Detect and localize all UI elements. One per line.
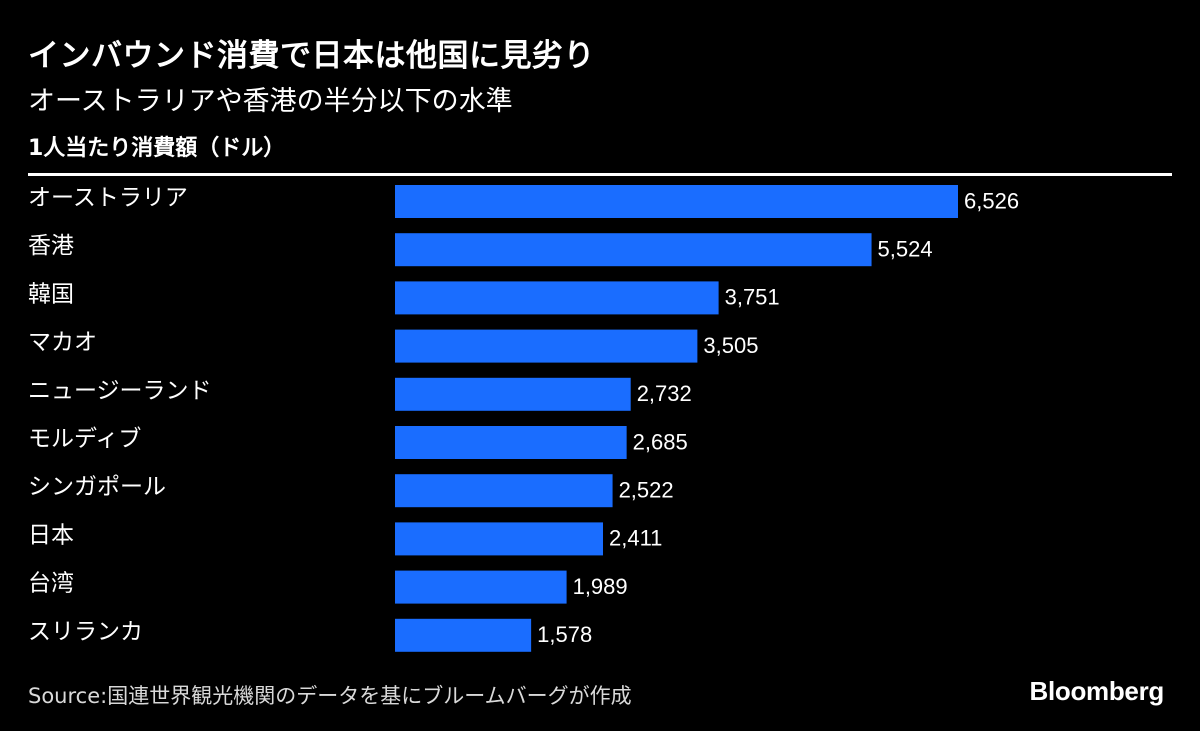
data-label: 2,411 <box>609 526 662 551</box>
data-label: 5,524 <box>878 237 933 262</box>
bar <box>395 570 567 604</box>
value-axis-label: 1人当たり消費額（ドル） <box>28 136 286 161</box>
data-label: 1,989 <box>573 574 628 599</box>
data-label: 2,732 <box>637 381 692 406</box>
category-label: モルディブ <box>28 426 141 452</box>
category-label: 台湾 <box>28 571 74 597</box>
bloomberg-logo: Bloomberg <box>1029 676 1164 706</box>
category-label: 韓国 <box>28 281 74 307</box>
bar <box>395 426 627 459</box>
category-label: 日本 <box>28 522 74 548</box>
category-label: ニュージーランド <box>28 378 212 404</box>
data-label: 3,505 <box>703 333 758 358</box>
chart-subtitle: オーストラリアや香港の半分以下の水準 <box>28 86 513 117</box>
source-note: Source:国連世界観光機関のデータを基にブルームバーグが作成 <box>28 684 632 708</box>
bar <box>395 522 603 556</box>
bar <box>395 377 631 411</box>
header-divider <box>28 173 1172 176</box>
data-label: 2,685 <box>633 429 688 454</box>
category-label: 香港 <box>28 233 74 259</box>
category-label: マカオ <box>28 330 97 356</box>
bar <box>395 474 613 508</box>
bar <box>395 233 872 267</box>
bar <box>395 185 958 218</box>
data-label: 2,522 <box>619 478 674 503</box>
data-label: 1,578 <box>537 622 592 647</box>
bar <box>395 618 532 652</box>
bar <box>395 329 698 363</box>
data-label: 3,751 <box>725 285 780 310</box>
data-label: 6,526 <box>964 188 1019 213</box>
category-label: スリランカ <box>28 619 143 645</box>
category-label: オーストラリア <box>28 185 188 211</box>
bar <box>395 281 719 315</box>
chart-title: インバウンド消費で日本は他国に見劣り <box>28 38 595 74</box>
category-label: シンガポール <box>28 474 166 500</box>
